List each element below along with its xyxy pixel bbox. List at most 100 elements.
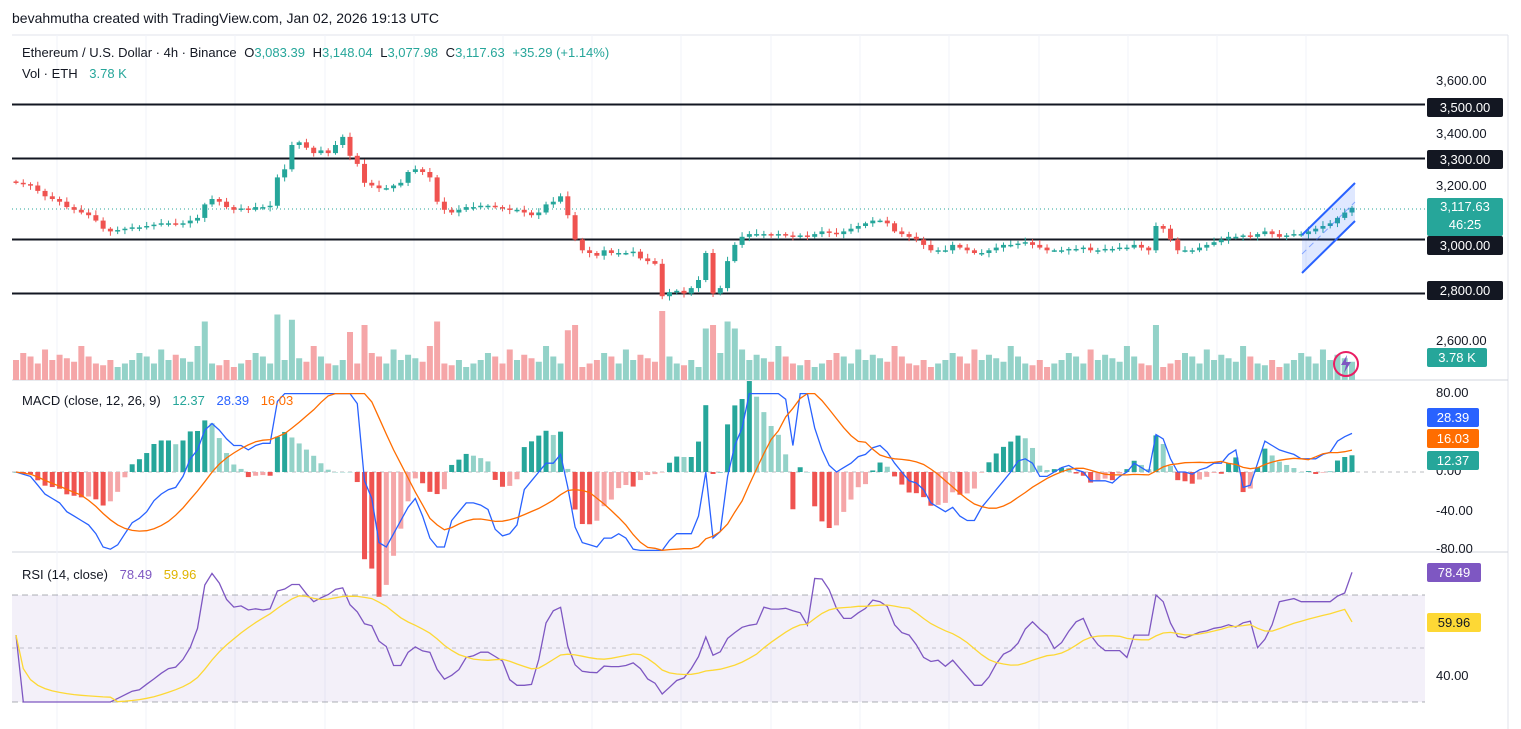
volume-bar — [1269, 360, 1276, 380]
macd-hist-bar — [950, 472, 956, 493]
rsi-legend[interactable]: RSI (14, close) 78.49 59.96 — [22, 567, 200, 582]
volume-bar — [288, 319, 295, 380]
candle-body — [136, 227, 142, 229]
macd-hist-bar — [1167, 466, 1173, 472]
macd-hist-bar — [826, 472, 832, 529]
macd-hist-bar — [441, 472, 447, 490]
macd-legend[interactable]: MACD (close, 12, 26, 9) 12.37 28.39 16.0… — [22, 393, 297, 408]
candle-body — [1131, 244, 1137, 248]
macd-hist-bar — [354, 472, 360, 483]
macd-hist-bar — [173, 444, 179, 472]
macd-hist-bar — [1088, 472, 1094, 483]
macd-hist-bar — [521, 447, 527, 472]
candle-body — [1284, 235, 1290, 237]
macd-hist-bar — [151, 443, 157, 472]
lightning-icon[interactable] — [1331, 349, 1361, 379]
ascending-channel[interactable] — [1301, 182, 1356, 274]
volume-bar — [296, 358, 303, 380]
macd-hist-bar — [136, 459, 142, 472]
rsi-ma-axis-label: 59.96 — [1427, 613, 1481, 632]
macd-hist-bar — [1334, 460, 1340, 472]
macd-hist-bar — [1262, 448, 1268, 472]
volume-bar — [1000, 361, 1007, 380]
candle-body — [659, 263, 665, 297]
macd-hist-bar — [572, 472, 578, 510]
candle-body — [173, 223, 179, 225]
volume-bar — [593, 360, 600, 380]
price-tick-3400: 3,400.00 — [1436, 126, 1487, 141]
candle-body — [325, 150, 331, 154]
candle-body — [993, 247, 999, 251]
volume-bar — [27, 356, 34, 380]
volume-bar — [906, 363, 913, 380]
candle-body — [688, 288, 694, 294]
volume-bar — [20, 353, 27, 380]
candle-body — [717, 288, 723, 294]
macd-hist-bar — [1269, 455, 1275, 472]
volume-bar — [129, 360, 136, 380]
volume-legend[interactable]: Vol · ETH 3.78 K — [22, 66, 131, 81]
symbol-legend[interactable]: Ethereum / U.S. Dollar · 4h · Binance O3… — [22, 45, 613, 60]
volume-bar — [1123, 346, 1130, 380]
volume-bar — [172, 354, 179, 380]
candle-body — [224, 201, 230, 208]
volume-bar — [1276, 367, 1283, 380]
macd-hist-bar — [565, 468, 571, 472]
candle-body — [761, 234, 767, 236]
macd-hist-bar — [906, 472, 912, 493]
volume-bar — [644, 358, 651, 380]
macd-hist-bar — [180, 440, 186, 472]
candle-body — [572, 215, 578, 240]
volume-bar — [956, 356, 963, 380]
candle-body — [28, 184, 34, 186]
volume-bar — [1007, 346, 1014, 380]
volume-bar — [361, 325, 368, 380]
volume-bar — [158, 349, 165, 380]
volume-bar — [942, 360, 949, 380]
candle-body — [710, 253, 716, 294]
volume-bar — [1341, 358, 1348, 380]
macd-hist-bar — [71, 472, 77, 496]
macd-hist-bar — [1327, 471, 1333, 473]
volume-bar — [136, 353, 143, 380]
symbol-name[interactable]: Ethereum / U.S. Dollar · 4h · Binance — [22, 45, 237, 60]
candle-body — [1095, 250, 1101, 252]
macd-hist-bar — [1102, 472, 1108, 479]
macd-hist-bar — [688, 457, 694, 472]
volume-bar — [383, 363, 390, 380]
volume-bar — [434, 321, 441, 380]
volume-bar — [550, 356, 557, 380]
candle-body — [608, 250, 614, 253]
candle-body — [746, 234, 752, 237]
macd-hist-bar — [376, 472, 382, 597]
volume-bar — [855, 349, 862, 380]
macd-hist-bar — [594, 472, 600, 521]
macd-hist-bar — [216, 438, 222, 472]
macd-hist-bar — [405, 472, 411, 502]
macd-hist-bar — [499, 472, 505, 487]
volume-bar — [869, 354, 876, 380]
candle-body — [57, 199, 63, 202]
volume-bar — [637, 354, 644, 380]
volume-bar — [1298, 353, 1305, 380]
candle-body — [674, 290, 680, 293]
candle-body — [456, 209, 462, 213]
candle-body — [877, 220, 883, 223]
candle-body — [833, 232, 839, 235]
macd-hist-bar — [35, 472, 41, 481]
macd-hist-bar — [478, 458, 484, 472]
volume-bar — [267, 363, 274, 380]
macd-hist-bar — [775, 434, 781, 472]
macd-hist-bar — [1342, 457, 1348, 472]
volume-bar — [586, 363, 593, 380]
macd-hist-bar — [1175, 472, 1181, 481]
volume-bar — [775, 346, 782, 380]
volume-bar — [470, 363, 477, 380]
volume-bar — [1073, 356, 1080, 380]
volume-bar — [666, 356, 673, 380]
rsi-value: 78.49 — [119, 567, 153, 582]
volume-bar — [789, 363, 796, 380]
candle-body — [362, 163, 368, 183]
candle-body — [13, 181, 19, 183]
